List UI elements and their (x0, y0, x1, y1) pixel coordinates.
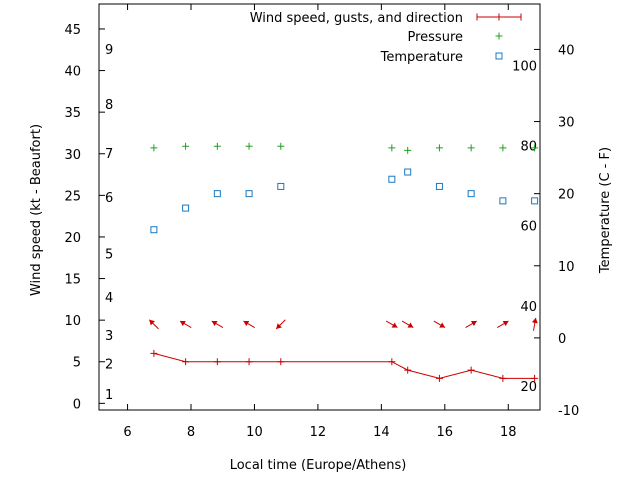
beaufort-label: 9 (105, 43, 113, 58)
temperature-point (467, 190, 475, 198)
y-tick-label-right: -10 (558, 404, 579, 419)
wind-speed-point (150, 349, 158, 357)
y-tick-label-left: 20 (64, 231, 81, 246)
y-tick-label-left: 25 (64, 189, 81, 204)
y-tick-label-left: 45 (64, 23, 81, 38)
temperature-point (499, 197, 507, 205)
pressure-point (150, 144, 158, 152)
temperature-point (213, 190, 221, 198)
x-axis-label: Local time (Europe/Athens) (230, 458, 407, 473)
wind-speed-point (388, 358, 396, 366)
y-axis-label-right: Temperature (C - F) (598, 147, 613, 274)
wind-direction-arrowhead (391, 322, 398, 328)
pressure-point (388, 144, 396, 152)
wind-direction-arrowhead (243, 320, 250, 327)
temperature-point (388, 175, 396, 183)
wind-speed-point (531, 374, 539, 382)
x-tick-label: 18 (500, 425, 517, 440)
fahrenheit-label: 60 (520, 219, 537, 234)
temperature-point (245, 190, 253, 198)
temperature-point (150, 226, 158, 234)
y-tick-label-left: 30 (64, 148, 81, 163)
beaufort-label: 2 (105, 357, 113, 372)
chart-legend: Wind speed, gusts, and direction Pressure… (250, 11, 522, 65)
beaufort-label: 6 (105, 191, 113, 206)
beaufort-label: 5 (105, 248, 113, 263)
temperature-point (435, 182, 443, 190)
pressure-point (213, 142, 221, 150)
wind-speed-point (245, 358, 253, 366)
fahrenheit-label: 20 (520, 380, 537, 395)
y-axis-label-left: Wind speed (kt - Beaufort) (29, 124, 44, 296)
wind-direction-arrowhead (276, 323, 282, 329)
wind-direction-arrowhead (470, 320, 477, 327)
temperature-point (182, 204, 190, 212)
legend-label-temperature: Temperature (380, 50, 463, 65)
y-tick-label-right: 30 (558, 116, 575, 131)
pressure-point (404, 146, 412, 154)
pressure-point (467, 144, 475, 152)
pressure-point (245, 142, 253, 150)
temperature-point (404, 168, 412, 176)
x-tick-label: 10 (246, 425, 263, 440)
beaufort-label: 1 (105, 388, 113, 403)
legend-label-pressure: Pressure (407, 30, 463, 45)
x-tick-label: 8 (187, 425, 195, 440)
pressure-point (499, 144, 507, 152)
x-tick-label: 12 (310, 425, 327, 440)
wind-speed-point (435, 374, 443, 382)
wind-direction-arrowhead (439, 322, 446, 328)
wind-direction-arrowhead (407, 322, 414, 328)
axis-tick-labels: 6 8 10 12 14 16 18051015202530354045-100102030… (64, 23, 579, 440)
y-tick-label-left: 5 (73, 356, 81, 371)
y-tick-label-right: 20 (558, 188, 575, 203)
wind-speed-point (499, 374, 507, 382)
y-tick-label-left: 10 (64, 314, 81, 329)
wind-speed-point (404, 366, 412, 374)
legend-marker-wind (476, 13, 522, 21)
wind-speed-point (213, 358, 221, 366)
fahrenheit-label: 40 (520, 300, 537, 315)
legend-marker-temperature (495, 52, 503, 60)
wind-direction-arrowhead (211, 320, 218, 327)
wind-direction-arrowhead (179, 320, 186, 327)
legend-label-wind: Wind speed, gusts, and direction (250, 11, 463, 26)
legend-marker-pressure (495, 32, 503, 40)
fahrenheit-label: 100 (512, 59, 537, 74)
wind-direction-arrowhead (149, 319, 155, 326)
wind-speed-point (182, 358, 190, 366)
wind-direction-arrowhead (531, 317, 538, 324)
pressure-point (182, 142, 190, 150)
temperature-point (277, 182, 285, 190)
y-tick-label-right: 40 (558, 43, 575, 58)
chart-series (148, 142, 539, 382)
x-tick-label: 14 (373, 425, 390, 440)
wind-speed-line (153, 352, 535, 379)
y-tick-label-left: 15 (64, 273, 81, 288)
x-tick-label: 16 (437, 425, 454, 440)
chart-frame (98, 3, 541, 411)
beaufort-label: 4 (105, 291, 113, 306)
y-tick-label-right: 10 (558, 260, 575, 275)
pressure-point (435, 144, 443, 152)
beaufort-label: 7 (105, 147, 113, 162)
pressure-point (277, 142, 285, 150)
y-tick-label-left: 40 (64, 65, 81, 80)
beaufort-label: 3 (105, 329, 113, 344)
y-tick-label-right: 0 (558, 332, 566, 347)
axis-ticks (99, 4, 540, 411)
y-tick-label-left: 0 (73, 397, 81, 412)
temperature-point (531, 197, 539, 205)
pressure-point (531, 144, 539, 152)
x-tick-label: 6 (123, 425, 131, 440)
wind-direction-arrowhead (502, 320, 509, 327)
beaufort-label: 8 (105, 98, 113, 113)
fahrenheit-label: 80 (520, 139, 537, 154)
wind-speed-point (467, 366, 475, 374)
plot-border (98, 3, 541, 411)
y-tick-label-left: 35 (64, 106, 81, 121)
wind-speed-point (277, 358, 285, 366)
